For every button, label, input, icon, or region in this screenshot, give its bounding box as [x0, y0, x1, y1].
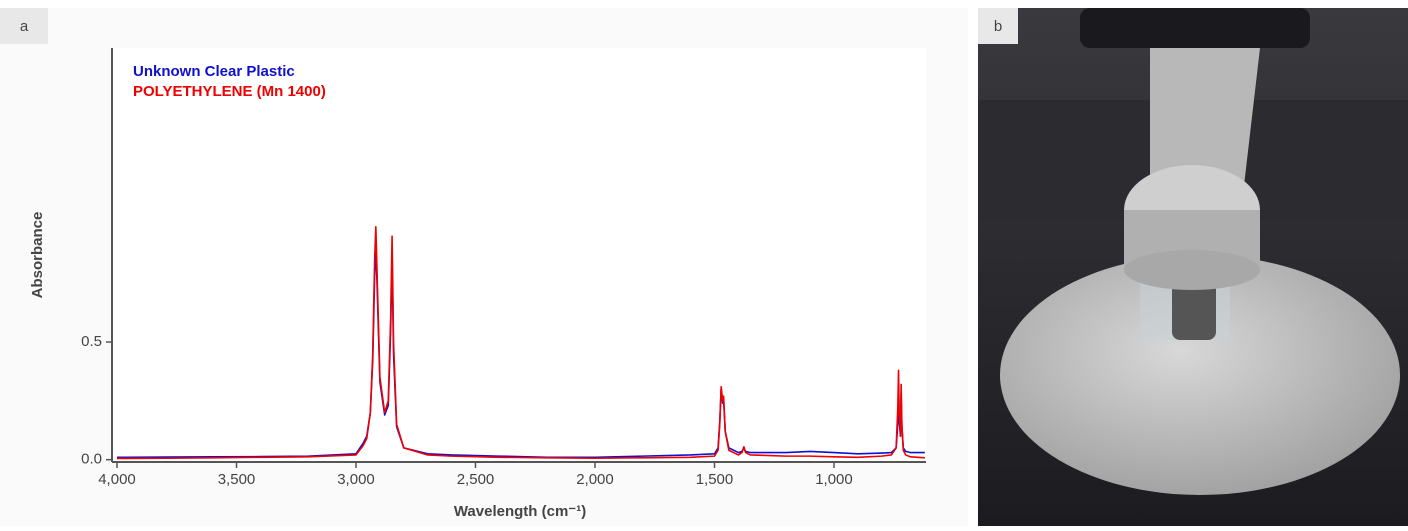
y-tick-label: 0.5 [81, 333, 102, 350]
legend-entry: POLYETHYLENE (Mn 1400) [133, 83, 326, 100]
x-tick-label: 3,000 [337, 471, 375, 488]
x-axis-label: Wavelength (cm⁻¹) [454, 503, 586, 520]
photo [978, 8, 1408, 526]
x-tick-label: 2,000 [576, 471, 614, 488]
legend-entry: Unknown Clear Plastic [133, 63, 295, 80]
y-axis-label: Absorbance [29, 212, 46, 299]
x-tick-label: 4,000 [98, 471, 136, 488]
plot-area [112, 48, 926, 462]
press-bottom [1124, 250, 1260, 290]
x-tick-label: 1,000 [815, 471, 853, 488]
y-tick-label: 0.0 [81, 451, 102, 468]
x-tick-label: 3,500 [218, 471, 256, 488]
x-tick-label: 1,500 [696, 471, 734, 488]
figure: a 0.0 0.5 4,000 3,500 3,000 2,500 2,000 1,500 1,… [0, 0, 1408, 526]
objective [1080, 8, 1310, 48]
panel-label: a [20, 18, 29, 35]
panel-label: b [994, 18, 1002, 35]
x-tick-label: 2,500 [457, 471, 495, 488]
